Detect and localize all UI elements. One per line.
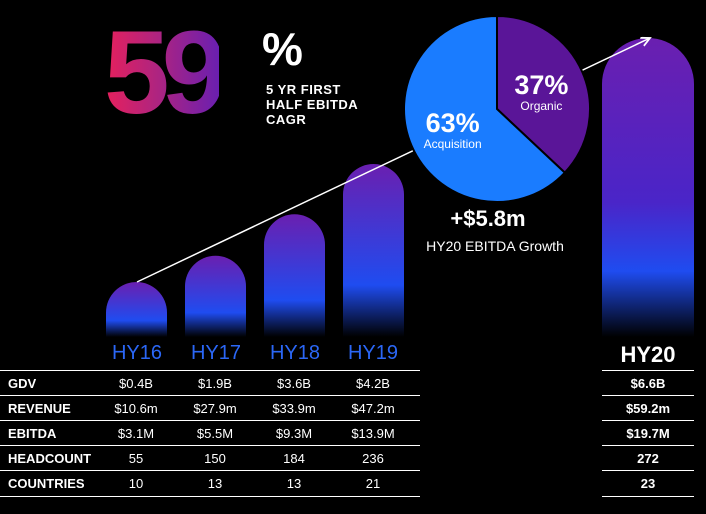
pie-slice-organic: [496, 14, 591, 175]
growth-label: HY20 EBITDA Growth: [426, 238, 564, 254]
table-cell: $4.2B: [356, 376, 390, 391]
category-label: HY18: [269, 342, 321, 364]
cagr-label: 5 YR FIRST HALF EBITDA CAGR: [266, 82, 359, 127]
row-label: COUNTRIES: [8, 476, 85, 491]
table-cell: 21: [365, 476, 381, 491]
table-cell: 10: [128, 476, 144, 491]
table-cell: 150: [204, 451, 226, 466]
table-cell: $33.9m: [272, 401, 316, 416]
table-cell: 13: [286, 476, 302, 491]
hy20-row: $59.2m: [602, 395, 694, 421]
bar-HY16: [106, 282, 167, 337]
pie-label-organic: Organic: [520, 99, 562, 113]
bar-HY20: [602, 38, 694, 337]
category-label-highlight: HY20: [620, 342, 676, 367]
table-cell: $1.9B: [198, 376, 232, 391]
table-cell: $3.1M: [117, 426, 155, 441]
table-cell: 184: [283, 451, 305, 466]
growth-value: +$5.8m: [450, 206, 526, 231]
pie-slice-acquisition: [403, 14, 567, 203]
cagr-value: 59: [104, 7, 227, 139]
hy20-row: $6.6B: [602, 370, 694, 396]
hy20-cell: $19.7M: [626, 426, 670, 441]
bar-HY17: [185, 255, 246, 337]
table-cell: $47.2m: [351, 401, 395, 416]
table-cell: $13.9M: [351, 426, 395, 441]
pie-value-acquisition: 63%: [426, 108, 480, 138]
table-cell: $27.9m: [193, 401, 237, 416]
ebitda-growth-pie: 63%Acquisition 37%Organic: [403, 14, 591, 203]
table-cell: 236: [362, 451, 384, 466]
row-label: GDV: [8, 376, 37, 391]
category-label: HY17: [190, 342, 242, 364]
row-label: REVENUE: [8, 401, 71, 416]
hy20-row: 23: [602, 470, 694, 497]
pie-label-acquisition: Acquisition: [424, 137, 482, 151]
table-row: GDV $0.4B $1.9B $3.6B $4.2B: [0, 370, 420, 396]
table-row: HEADCOUNT 55 150 184 236: [0, 445, 420, 471]
table-cell: $0.4B: [119, 376, 153, 391]
category-label: HY19: [347, 342, 399, 364]
table-row: REVENUE $10.6m $27.9m $33.9m $47.2m: [0, 395, 420, 421]
cagr-unit: %: [262, 23, 303, 75]
table-cell: $5.5M: [196, 426, 234, 441]
hy20-cell: 23: [640, 476, 656, 491]
table-cell: $9.3M: [275, 426, 313, 441]
pie-value-organic: 37%: [514, 70, 568, 100]
bar-HY18: [264, 214, 325, 337]
table-row: COUNTRIES 10 13 13 21: [0, 470, 420, 497]
table-cell: $3.6B: [277, 376, 311, 391]
hy20-cell: $6.6B: [630, 376, 666, 391]
table-row: EBITDA $3.1M $5.5M $9.3M $13.9M: [0, 420, 420, 446]
table-cell: 13: [207, 476, 223, 491]
category-label: HY16: [111, 342, 163, 364]
row-label: HEADCOUNT: [8, 451, 92, 466]
table-cell: $10.6m: [114, 401, 158, 416]
hy20-cell: $59.2m: [625, 401, 671, 416]
hy20-row: $19.7M: [602, 420, 694, 446]
row-label: EBITDA: [8, 426, 57, 441]
bar-HY19: [343, 164, 404, 337]
table-cell: 55: [128, 451, 144, 466]
hy20-row: 272: [602, 445, 694, 471]
hy20-cell: 272: [637, 451, 659, 466]
